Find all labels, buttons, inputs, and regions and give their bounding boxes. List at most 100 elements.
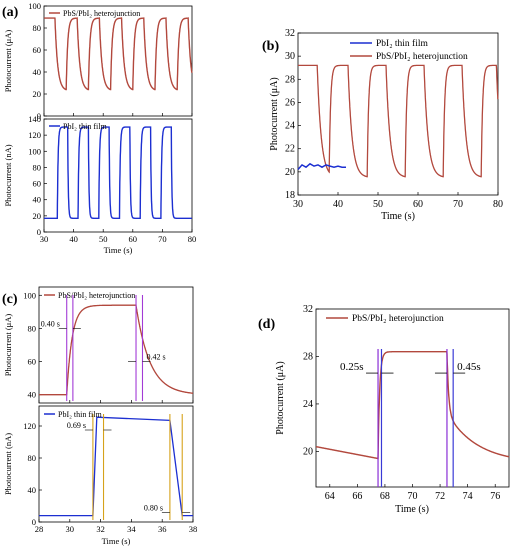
- y-tick-label: 30: [285, 51, 295, 62]
- y-tick-label: 32: [303, 304, 313, 315]
- y-tick-label: 40: [28, 390, 37, 400]
- y-tick-label: 0: [37, 227, 41, 237]
- x-tick-label: 80: [188, 234, 197, 244]
- legend-label: PbS/PbI₂ heterojunction: [58, 291, 135, 300]
- y-tick-label: 100: [28, 146, 41, 156]
- y-tick-label: 60: [28, 357, 37, 367]
- x-tick-label: 36: [158, 524, 167, 534]
- response-time-label: 0.40 s: [41, 319, 60, 328]
- y-tick-label: 60: [33, 179, 42, 189]
- x-tick-label: 40: [333, 199, 343, 210]
- y-axis-label: Photocurrent (μA): [3, 30, 13, 93]
- y-tick-label: 80: [28, 323, 37, 333]
- y-tick-label: 80: [33, 162, 42, 172]
- x-axis-label: Time (s): [395, 504, 429, 515]
- panel-c-frame-0: [38, 286, 194, 404]
- y-tick-label: 22: [285, 144, 295, 155]
- y-tick-label: 20: [33, 89, 42, 99]
- x-tick-label: 30: [66, 524, 75, 534]
- panel-d-series: [316, 351, 510, 460]
- y-tick-label: 60: [33, 45, 42, 55]
- y-tick-label: 0: [37, 111, 41, 121]
- panel-b-frame: [297, 32, 499, 196]
- panel-a-frame-0: [43, 5, 193, 117]
- legend-label: PbI₂ thin film: [58, 410, 102, 419]
- legend-label: PbS/PbI₂ heterojunction: [376, 52, 468, 62]
- y-axis-label: Photocurrent (μA): [3, 314, 13, 377]
- panel-a-label: (a): [2, 5, 19, 20]
- y-axis-label: Photocurrent (nA): [3, 433, 13, 495]
- x-tick-label: 28: [35, 524, 44, 534]
- panel-d-label: (d): [258, 317, 275, 332]
- y-tick-label: 26: [285, 97, 295, 108]
- x-tick-label: 50: [373, 199, 383, 210]
- panel-a-frame-1: [43, 118, 193, 233]
- x-tick-label: 30: [40, 234, 49, 244]
- legend-label: PbI₂ thin film: [376, 38, 428, 49]
- x-tick-label: 70: [158, 234, 167, 244]
- panel-c-label: (c): [2, 292, 18, 307]
- x-tick-label: 74: [463, 491, 473, 502]
- panel-a-series-0: [44, 17, 193, 91]
- x-tick-label: 76: [490, 491, 500, 502]
- y-tick-label: 0: [32, 517, 36, 527]
- x-tick-label: 40: [69, 234, 78, 244]
- panel-c-series-1: [39, 416, 193, 517]
- x-axis-label: Time (s): [102, 536, 131, 546]
- response-time-label: 0.80 s: [144, 503, 163, 512]
- panel-c-series-0: [39, 304, 193, 396]
- y-tick-label: 120: [23, 421, 36, 431]
- x-tick-label: 80: [493, 199, 503, 210]
- y-tick-label: 32: [285, 28, 295, 39]
- x-axis-label: Time (s): [381, 211, 415, 222]
- y-tick-label: 100: [23, 290, 36, 300]
- y-tick-label: 20: [303, 446, 313, 457]
- x-axis-label: Time (s): [104, 245, 133, 255]
- response-time-label: 0.45s: [457, 361, 481, 373]
- panel-b-series-heterojunction: [298, 64, 499, 178]
- response-time-label: 0.69 s: [67, 421, 86, 430]
- y-tick-label: 120: [28, 130, 41, 140]
- x-tick-label: 60: [129, 234, 138, 244]
- x-tick-label: 70: [453, 199, 463, 210]
- y-tick-label: 18: [285, 190, 295, 201]
- x-tick-label: 72: [435, 491, 445, 502]
- y-tick-label: 24: [303, 399, 313, 410]
- y-tick-label: 28: [285, 74, 295, 85]
- x-tick-label: 32: [96, 524, 105, 534]
- response-time-label: 0.42 s: [146, 353, 165, 362]
- panel-c-frame-1: [38, 405, 194, 523]
- legend-label: PbS/PbI₂ heterojunction: [352, 314, 444, 324]
- x-tick-label: 30: [293, 199, 303, 210]
- x-tick-label: 50: [99, 234, 108, 244]
- y-tick-label: 140: [28, 114, 41, 124]
- legend-label: PbS/PbI₂ heterojunction: [63, 9, 140, 18]
- x-tick-label: 38: [189, 524, 198, 534]
- y-tick-label: 40: [28, 485, 37, 495]
- y-axis-label: Photocurrent (μA): [275, 361, 286, 434]
- x-tick-label: 66: [352, 491, 362, 502]
- y-tick-label: 20: [33, 211, 42, 221]
- response-time-label: 0.25s: [340, 361, 364, 373]
- y-tick-label: 20: [285, 167, 295, 178]
- x-tick-label: 60: [413, 199, 423, 210]
- panel-b-label: (b): [262, 39, 279, 54]
- y-axis-label: Photocurrent (μA): [269, 77, 280, 150]
- x-tick-label: 70: [408, 491, 418, 502]
- y-tick-label: 28: [303, 351, 313, 362]
- y-tick-label: 100: [28, 1, 41, 11]
- y-axis-label: Photocurrent (nA): [3, 144, 13, 206]
- y-tick-label: 40: [33, 195, 42, 205]
- y-tick-label: 40: [33, 67, 42, 77]
- y-tick-label: 24: [285, 121, 295, 132]
- y-tick-label: 80: [33, 23, 42, 33]
- panel-d-frame: [315, 308, 510, 488]
- y-tick-label: 80: [28, 453, 37, 463]
- x-tick-label: 34: [127, 524, 136, 534]
- x-tick-label: 64: [325, 491, 335, 502]
- x-tick-label: 68: [380, 491, 390, 502]
- panel-b-series-thin-film: [297, 162, 346, 170]
- legend-label: PbI₂ thin film: [63, 122, 107, 131]
- panel-a-series-1: [44, 126, 192, 220]
